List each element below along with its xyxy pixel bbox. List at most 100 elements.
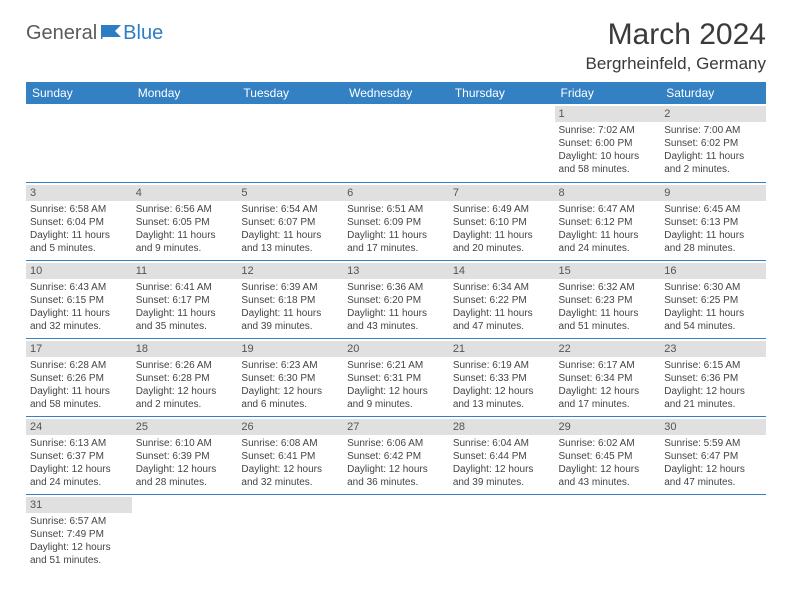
cell-line: and 43 minutes. [347,320,445,333]
day-number: 8 [555,185,661,201]
day-number: 6 [343,185,449,201]
cell-line: Sunrise: 6:56 AM [136,203,234,216]
cell-line: Sunrise: 6:10 AM [136,437,234,450]
cell-line: Sunrise: 6:23 AM [241,359,339,372]
cell-line: and 2 minutes. [664,163,762,176]
calendar-cell: 12Sunrise: 6:39 AMSunset: 6:18 PMDayligh… [237,260,343,338]
cell-line: Sunset: 6:30 PM [241,372,339,385]
cell-line: Sunset: 6:00 PM [559,137,657,150]
cell-line: and 17 minutes. [559,398,657,411]
day-number: 5 [237,185,343,201]
cell-line: Daylight: 11 hours [664,150,762,163]
cell-line: Daylight: 12 hours [30,541,128,554]
day-number: 24 [26,419,132,435]
cell-line: Sunrise: 6:17 AM [559,359,657,372]
cell-line: Sunrise: 6:28 AM [30,359,128,372]
day-header: Sunday [26,82,132,104]
calendar-cell [660,494,766,572]
cell-line: Sunrise: 6:34 AM [453,281,551,294]
logo-text-general: General [26,22,97,45]
location-label: Bergrheinfeld, Germany [586,54,766,74]
cell-line: Sunrise: 6:39 AM [241,281,339,294]
calendar-cell: 3Sunrise: 6:58 AMSunset: 6:04 PMDaylight… [26,182,132,260]
cell-line: Sunset: 6:31 PM [347,372,445,385]
day-number: 29 [555,419,661,435]
cell-line: Daylight: 11 hours [241,229,339,242]
calendar-cell: 21Sunrise: 6:19 AMSunset: 6:33 PMDayligh… [449,338,555,416]
cell-line: Sunrise: 6:15 AM [664,359,762,372]
cell-line: and 21 minutes. [664,398,762,411]
cell-line: and 6 minutes. [241,398,339,411]
cell-line: and 47 minutes. [664,476,762,489]
day-number: 16 [660,263,766,279]
cell-line: and 24 minutes. [559,242,657,255]
cell-line: Daylight: 12 hours [664,385,762,398]
cell-line: Daylight: 11 hours [30,385,128,398]
calendar-cell: 27Sunrise: 6:06 AMSunset: 6:42 PMDayligh… [343,416,449,494]
day-header: Wednesday [343,82,449,104]
cell-line: Daylight: 11 hours [136,229,234,242]
cell-line: Sunrise: 6:04 AM [453,437,551,450]
cell-line: and 28 minutes. [664,242,762,255]
cell-line: Sunrise: 6:26 AM [136,359,234,372]
cell-line: Daylight: 11 hours [241,307,339,320]
cell-line: Daylight: 11 hours [30,307,128,320]
calendar-cell: 24Sunrise: 6:13 AMSunset: 6:37 PMDayligh… [26,416,132,494]
cell-line: Sunrise: 6:58 AM [30,203,128,216]
day-number: 25 [132,419,238,435]
cell-line: and 36 minutes. [347,476,445,489]
day-number: 22 [555,341,661,357]
cell-line: Sunrise: 6:06 AM [347,437,445,450]
cell-line: Sunset: 7:49 PM [30,528,128,541]
cell-line: Daylight: 11 hours [347,229,445,242]
cell-line: Sunset: 6:12 PM [559,216,657,229]
cell-line: and 32 minutes. [30,320,128,333]
cell-line: Daylight: 12 hours [241,385,339,398]
cell-line: and 58 minutes. [30,398,128,411]
cell-line: Sunset: 6:26 PM [30,372,128,385]
cell-line: Daylight: 10 hours [559,150,657,163]
cell-line: and 58 minutes. [559,163,657,176]
calendar-row: 1Sunrise: 7:02 AMSunset: 6:00 PMDaylight… [26,104,766,182]
day-number: 20 [343,341,449,357]
cell-line: Sunset: 6:18 PM [241,294,339,307]
cell-line: Sunrise: 6:08 AM [241,437,339,450]
cell-line: Sunrise: 6:51 AM [347,203,445,216]
day-number: 27 [343,419,449,435]
cell-line: Daylight: 12 hours [559,463,657,476]
calendar-cell: 14Sunrise: 6:34 AMSunset: 6:22 PMDayligh… [449,260,555,338]
cell-line: Sunrise: 6:47 AM [559,203,657,216]
calendar-cell [132,494,238,572]
cell-line: and 13 minutes. [453,398,551,411]
cell-line: Sunrise: 6:49 AM [453,203,551,216]
calendar-cell: 20Sunrise: 6:21 AMSunset: 6:31 PMDayligh… [343,338,449,416]
cell-line: Sunset: 6:07 PM [241,216,339,229]
day-number: 11 [132,263,238,279]
cell-line: Daylight: 11 hours [453,307,551,320]
calendar-cell: 15Sunrise: 6:32 AMSunset: 6:23 PMDayligh… [555,260,661,338]
calendar-cell [26,104,132,182]
calendar-cell: 23Sunrise: 6:15 AMSunset: 6:36 PMDayligh… [660,338,766,416]
calendar-cell: 2Sunrise: 7:00 AMSunset: 6:02 PMDaylight… [660,104,766,182]
calendar-table: SundayMondayTuesdayWednesdayThursdayFrid… [26,82,766,572]
cell-line: Sunrise: 6:45 AM [664,203,762,216]
cell-line: and 5 minutes. [30,242,128,255]
cell-line: Daylight: 12 hours [664,463,762,476]
calendar-cell: 29Sunrise: 6:02 AMSunset: 6:45 PMDayligh… [555,416,661,494]
calendar-cell [449,104,555,182]
calendar-cell: 8Sunrise: 6:47 AMSunset: 6:12 PMDaylight… [555,182,661,260]
cell-line: Sunrise: 6:13 AM [30,437,128,450]
day-number: 30 [660,419,766,435]
cell-line: Daylight: 11 hours [559,307,657,320]
cell-line: Daylight: 12 hours [559,385,657,398]
cell-line: Sunset: 6:15 PM [30,294,128,307]
calendar-cell: 31Sunrise: 6:57 AMSunset: 7:49 PMDayligh… [26,494,132,572]
day-number: 9 [660,185,766,201]
calendar-cell [449,494,555,572]
cell-line: Daylight: 12 hours [136,385,234,398]
cell-line: Sunset: 6:45 PM [559,450,657,463]
cell-line: Sunrise: 6:54 AM [241,203,339,216]
calendar-cell: 26Sunrise: 6:08 AMSunset: 6:41 PMDayligh… [237,416,343,494]
cell-line: Sunrise: 6:36 AM [347,281,445,294]
title-block: March 2024 Bergrheinfeld, Germany [586,18,766,74]
